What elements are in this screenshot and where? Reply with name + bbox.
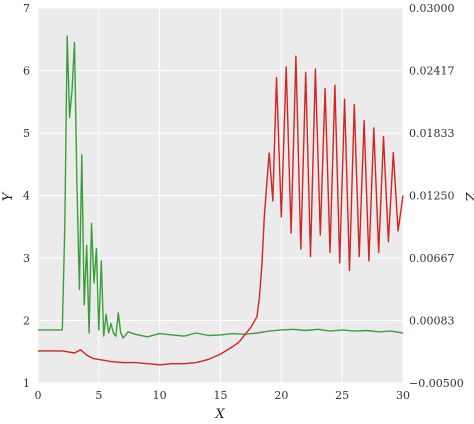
x-tick-label: 5 xyxy=(95,389,102,402)
y2-tick-label: 0.03000 xyxy=(409,2,455,15)
y2-axis-label: Z xyxy=(462,191,474,202)
y-axis-label: Y xyxy=(1,191,16,201)
x-axis-label: X xyxy=(214,407,225,422)
x-tick-label: 20 xyxy=(274,389,288,402)
y-tick-label: 2 xyxy=(23,315,30,328)
series-line-0 xyxy=(38,35,404,339)
x-tick-label: 0 xyxy=(35,389,42,402)
series-line-2 xyxy=(268,55,404,272)
x-tick-label: 10 xyxy=(153,389,167,402)
x-tick-label: 30 xyxy=(396,389,410,402)
y-tick-label: 5 xyxy=(23,127,30,140)
y-tick-labels: 1 2 3 4 5 6 7 xyxy=(23,2,30,390)
x-tick-label: 15 xyxy=(214,389,228,402)
y2-tick-labels: −0.00500 0.00083 0.00667 0.01250 0.01833 0.02… xyxy=(409,2,464,390)
y2-tick-label: 0.01250 xyxy=(409,190,455,203)
y2-tick-label: −0.00500 xyxy=(409,377,464,390)
y-tick-label: 1 xyxy=(23,377,30,390)
y2-tick-label: 0.00083 xyxy=(409,315,455,328)
x-tick-label: 25 xyxy=(335,389,349,402)
y-tick-label: 3 xyxy=(23,252,30,265)
y2-tick-label: 0.02417 xyxy=(409,65,455,78)
y-tick-label: 7 xyxy=(23,2,30,15)
y2-tick-label: 0.01833 xyxy=(409,127,455,140)
y2-tick-label: 0.00667 xyxy=(409,252,455,265)
y-tick-label: 6 xyxy=(23,65,30,78)
series-layer xyxy=(38,35,404,366)
x-tick-labels: 0 5 10 15 20 25 30 xyxy=(35,389,411,402)
series-line-1 xyxy=(38,152,270,366)
y-tick-label: 4 xyxy=(23,190,30,203)
